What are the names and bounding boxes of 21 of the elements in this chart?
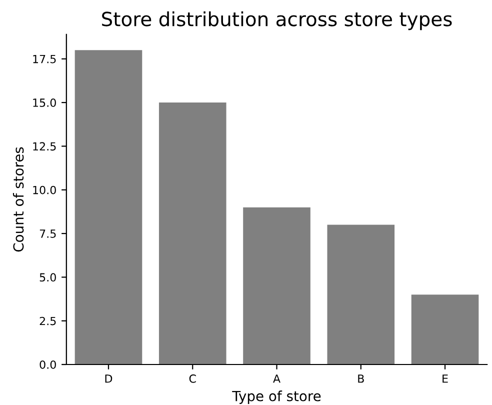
x-axis-title: Type of store (232, 390, 321, 404)
y-tick-label: 12.5 (33, 142, 56, 151)
y-tick-label: 0.0 (40, 360, 56, 369)
chart-title: Store distribution across store types (102, 11, 452, 30)
bar (243, 207, 310, 364)
bar (327, 224, 395, 364)
y-tick-label: 5.0 (40, 273, 56, 282)
x-tick-label: A (273, 374, 280, 383)
y-tick-label: 17.5 (33, 54, 56, 64)
y-axis-title: Count of stores (12, 147, 24, 252)
y-tick-label: 15.0 (33, 98, 56, 107)
y-tick-label: 10.0 (33, 186, 56, 194)
bar (74, 50, 142, 364)
bar (411, 294, 479, 364)
y-tick-label: 2.5 (40, 316, 56, 326)
x-tick-label: C (189, 374, 196, 383)
x-tick-label: D (105, 374, 112, 383)
x-tick-label: E (442, 374, 448, 383)
y-tick-label: 7.5 (40, 230, 56, 238)
bar (158, 102, 226, 364)
x-tick-label: B (358, 374, 364, 383)
